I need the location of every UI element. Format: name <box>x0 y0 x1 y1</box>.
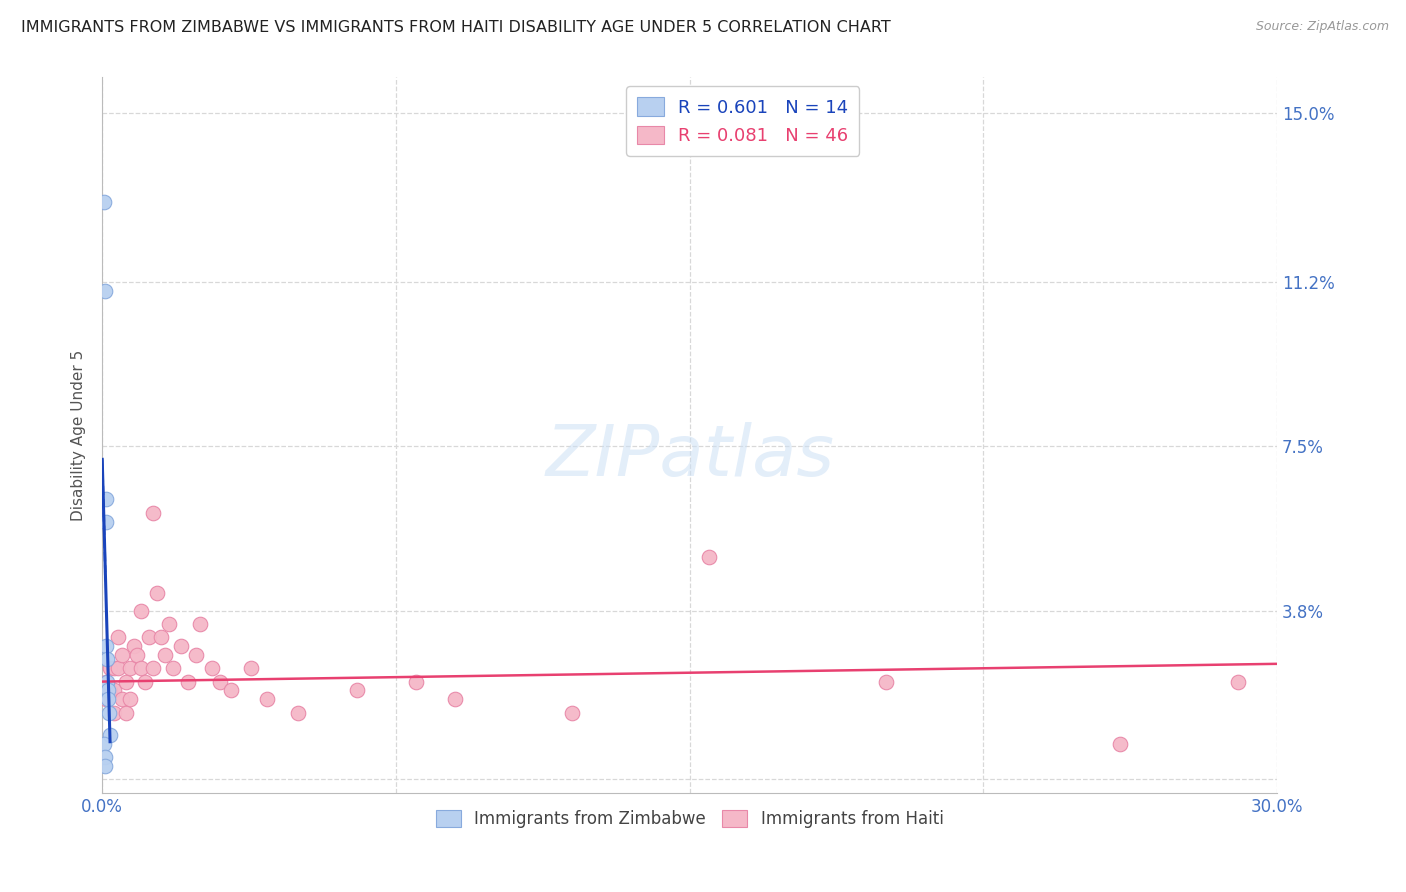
Point <box>346 683 368 698</box>
Point <box>103 661 125 675</box>
Point <box>114 674 136 689</box>
Point <box>240 661 263 675</box>
Point <box>93 194 115 209</box>
Point <box>162 661 184 675</box>
Point <box>131 603 153 617</box>
Point <box>1109 737 1132 751</box>
Point <box>157 616 180 631</box>
Point <box>188 616 211 631</box>
Point <box>94 515 117 529</box>
Point <box>96 652 118 666</box>
Text: Source: ZipAtlas.com: Source: ZipAtlas.com <box>1256 20 1389 33</box>
Point <box>561 706 583 720</box>
Point <box>111 648 134 662</box>
Point <box>111 692 134 706</box>
Point <box>93 750 115 764</box>
Point <box>98 706 121 720</box>
Point <box>1227 674 1250 689</box>
Point <box>94 639 117 653</box>
Point <box>221 683 243 698</box>
Point <box>97 683 120 698</box>
Point <box>127 648 149 662</box>
Point <box>256 692 278 706</box>
Text: IMMIGRANTS FROM ZIMBABWE VS IMMIGRANTS FROM HAITI DISABILITY AGE UNDER 5 CORRELA: IMMIGRANTS FROM ZIMBABWE VS IMMIGRANTS F… <box>21 20 891 35</box>
Point <box>103 683 125 698</box>
Point <box>118 661 141 675</box>
Point <box>114 706 136 720</box>
Point <box>97 692 120 706</box>
Point <box>96 674 118 689</box>
Point <box>875 674 897 689</box>
Point <box>186 648 208 662</box>
Point <box>94 759 117 773</box>
Point <box>169 639 191 653</box>
Point <box>177 674 200 689</box>
Legend: Immigrants from Zimbabwe, Immigrants from Haiti: Immigrants from Zimbabwe, Immigrants fro… <box>429 803 950 834</box>
Point <box>131 661 153 675</box>
Point <box>94 674 117 689</box>
Point <box>93 737 115 751</box>
Point <box>98 728 121 742</box>
Point <box>122 639 145 653</box>
Point <box>146 586 169 600</box>
Point <box>134 674 156 689</box>
Point <box>697 550 720 565</box>
Y-axis label: Disability Age Under 5: Disability Age Under 5 <box>72 350 86 521</box>
Point <box>107 661 129 675</box>
Point <box>149 630 172 644</box>
Text: ZIPatlas: ZIPatlas <box>546 422 834 491</box>
Point <box>142 661 165 675</box>
Point <box>138 630 160 644</box>
Point <box>208 674 231 689</box>
Point <box>94 284 117 298</box>
Point <box>201 661 224 675</box>
Point <box>405 674 427 689</box>
Point <box>153 648 176 662</box>
Point <box>94 692 117 706</box>
Point <box>98 661 121 675</box>
Point <box>287 706 309 720</box>
Point <box>118 692 141 706</box>
Point <box>443 692 465 706</box>
Point <box>94 492 117 507</box>
Point <box>98 683 121 698</box>
Point <box>103 706 125 720</box>
Point <box>107 630 129 644</box>
Point <box>142 506 165 520</box>
